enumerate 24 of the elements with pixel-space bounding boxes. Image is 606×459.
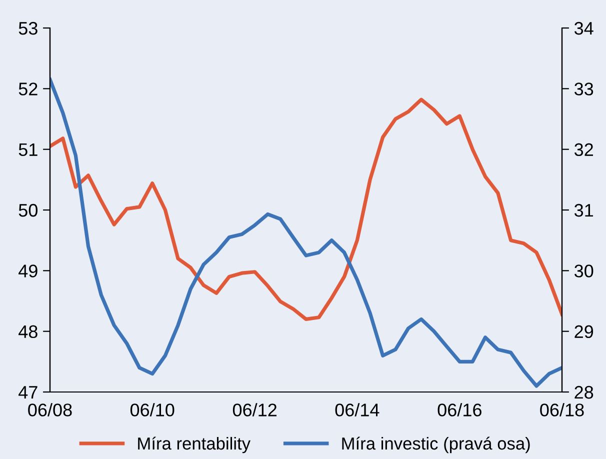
y2-tick-label: 30 — [574, 264, 594, 278]
y-tick-label: 48 — [18, 325, 38, 338]
legend-label: Míra investic (pravá osa) — [342, 436, 530, 454]
legend-label: Míra rentability — [138, 436, 251, 454]
y2-tick-label: 29 — [574, 325, 594, 338]
y2-tick-label: 28 — [574, 386, 594, 399]
y-tick-label: 47 — [18, 386, 38, 399]
y2-tick-label: 32 — [574, 143, 593, 156]
x-tick-label: 06/16 — [438, 403, 482, 416]
y2-tick-label: 31 — [574, 204, 594, 217]
x-tick-label: 06/08 — [28, 403, 72, 416]
y-tick-label: 52 — [18, 82, 38, 96]
y-tick-label: 50 — [18, 204, 38, 217]
y-tick-label: 53 — [18, 22, 38, 35]
line-series — [50, 78, 562, 388]
y2-tick-label: 34 — [574, 22, 594, 35]
y2-tick-label: 33 — [574, 82, 594, 96]
x-tick-label: 06/14 — [335, 403, 380, 416]
x-tick-label: 06/12 — [232, 403, 277, 416]
x-tick-label: 06/10 — [130, 403, 174, 416]
y-tick-label: 49 — [18, 264, 38, 278]
x-tick-label: 06/18 — [540, 403, 584, 416]
line-series — [50, 98, 562, 322]
y-tick-label: 51 — [18, 143, 38, 156]
